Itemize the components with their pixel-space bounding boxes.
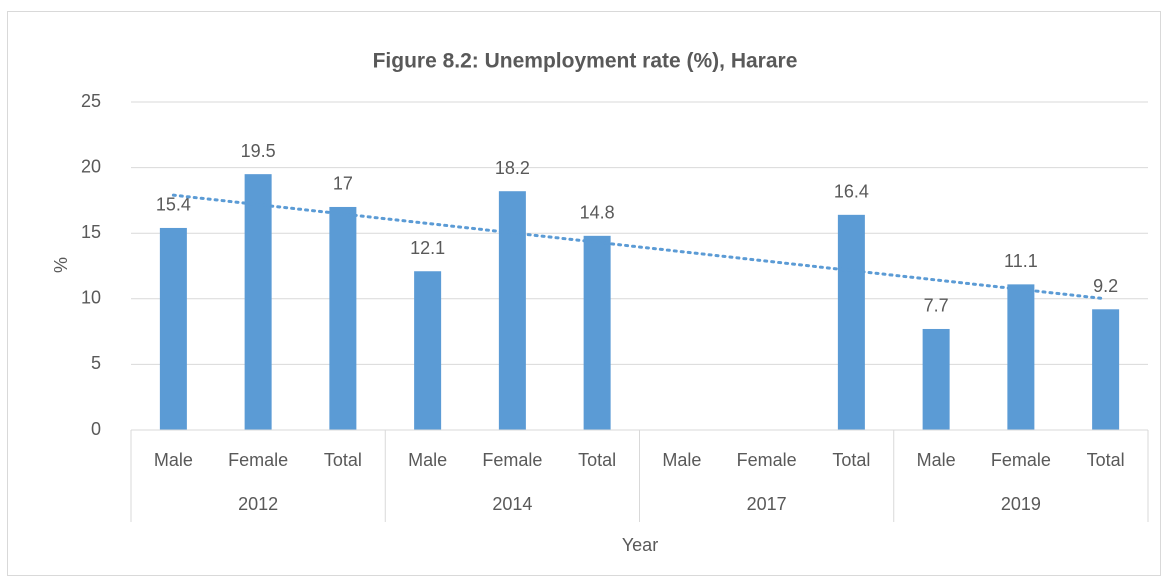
bar — [498, 191, 526, 430]
bar — [414, 271, 442, 430]
data-label: 17 — [333, 174, 353, 194]
x-tick-label: Female — [737, 450, 797, 470]
data-label: 19.5 — [241, 141, 276, 161]
x-tick-label: Total — [832, 450, 870, 470]
y-tick-label: 0 — [91, 419, 101, 439]
bar — [244, 174, 272, 430]
data-label: 9.2 — [1093, 276, 1118, 296]
bar — [329, 206, 357, 430]
trendline — [171, 193, 1108, 301]
y-tick-label: 5 — [91, 353, 101, 373]
data-label: 7.7 — [924, 296, 949, 316]
data-label: 12.1 — [410, 238, 445, 258]
x-tick-label: Total — [324, 450, 362, 470]
x-tick-label: Male — [408, 450, 447, 470]
data-label: 15.4 — [156, 195, 191, 215]
x-tick-label: Male — [662, 450, 701, 470]
y-tick-label: 25 — [81, 91, 101, 111]
y-tick-label: 15 — [81, 222, 101, 242]
data-label: 16.4 — [834, 182, 869, 202]
x-tick-label: Total — [1087, 450, 1125, 470]
group-label: 2017 — [747, 494, 787, 514]
x-tick-label: Male — [917, 450, 956, 470]
group-label: 2014 — [492, 494, 532, 514]
y-axis-label: % — [51, 257, 71, 273]
x-tick-label: Female — [991, 450, 1051, 470]
x-tick-label: Total — [578, 450, 616, 470]
group-label: 2012 — [238, 494, 278, 514]
x-tick-label: Female — [228, 450, 288, 470]
bar — [159, 227, 187, 430]
group-label: 2019 — [1001, 494, 1041, 514]
y-tick-label: 10 — [81, 288, 101, 308]
bar — [922, 328, 950, 430]
x-axis-label: Year — [622, 535, 658, 555]
bar — [583, 235, 611, 430]
x-tick-label: Male — [154, 450, 193, 470]
chart-title: Figure 8.2: Unemployment rate (%), Harar… — [373, 50, 798, 73]
x-tick-label: Female — [482, 450, 542, 470]
data-label: 18.2 — [495, 158, 530, 178]
y-tick-label: 20 — [81, 156, 101, 176]
data-label: 14.8 — [580, 203, 615, 223]
bar — [837, 214, 865, 430]
bar — [1007, 284, 1035, 430]
data-label: 11.1 — [1004, 251, 1038, 271]
bar — [1092, 309, 1120, 430]
